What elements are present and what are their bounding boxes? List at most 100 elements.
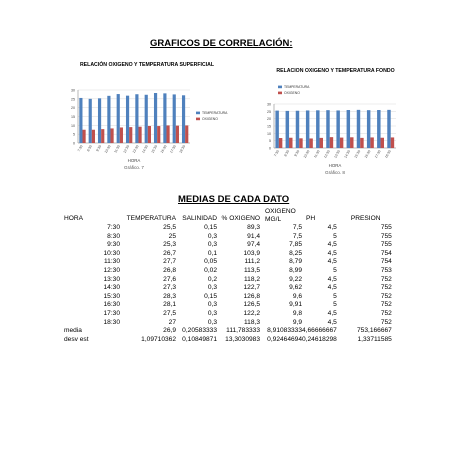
bar-temperatura-16:30 bbox=[163, 93, 167, 143]
bar-temperatura-13:30 bbox=[336, 110, 340, 148]
table-header-row: HORA TEMPERATURA SALINIDAD % OXIGENO OXI… bbox=[64, 208, 392, 224]
table-cell: 752 bbox=[380, 284, 392, 292]
table-cell: 0,1 bbox=[207, 249, 217, 257]
table-cell: 103,9 bbox=[243, 249, 260, 257]
table-cell: 0,3 bbox=[207, 284, 217, 292]
bar-oxigeno-17:30 bbox=[175, 125, 179, 143]
x-tick-label: 15:30 bbox=[354, 149, 362, 158]
y-tick-label: 30 bbox=[71, 89, 75, 93]
x-tick-label: 12:30 bbox=[323, 149, 331, 158]
table-cell: 755 bbox=[380, 224, 392, 231]
bar-oxigeno-16:30 bbox=[166, 125, 170, 143]
bar-temperatura-7:30 bbox=[79, 97, 83, 143]
table-cell: 0,05 bbox=[204, 258, 217, 266]
table-cell: 27,5 bbox=[163, 309, 176, 317]
chart-oxigeno-temperatura-superficial: RELACIÓN OXIGENO Y TEMPERATURA SUPERFICI… bbox=[58, 62, 236, 172]
header-oxigeno-mgl-line2: MG/L bbox=[265, 216, 282, 223]
table-cell: 0,24618298 bbox=[302, 335, 337, 343]
page-heading-medias: MEDIAS DE CADA DATO bbox=[178, 194, 290, 205]
table-cell: 9,6 bbox=[292, 292, 302, 300]
y-tick-label: 15 bbox=[267, 125, 271, 129]
header-ph: PH bbox=[306, 215, 316, 223]
table-cell: 11:30 bbox=[103, 258, 120, 266]
table-cell: 9,22 bbox=[289, 275, 302, 283]
x-tick-label: 13:30 bbox=[333, 149, 341, 158]
table-cell: 26,7 bbox=[163, 249, 176, 257]
x-tick-label: 9:30 bbox=[95, 144, 102, 152]
legend-label: OXIGENO bbox=[202, 117, 218, 121]
table-cell: 0,3 bbox=[207, 318, 217, 326]
x-tick-label: 10:30 bbox=[303, 149, 311, 158]
table-cell: 4,5 bbox=[327, 241, 337, 249]
table-cell: 26,8 bbox=[163, 266, 176, 274]
x-axis-label: HORA bbox=[329, 163, 342, 168]
bar-oxigeno-9:30 bbox=[299, 138, 303, 148]
table-cell: 25,5 bbox=[163, 224, 176, 231]
table-cell: 89,3 bbox=[247, 224, 260, 231]
table-cell: 0,10849871 bbox=[182, 335, 217, 343]
bar-temperatura-15:30 bbox=[356, 109, 361, 148]
bar-oxigeno-7:30 bbox=[82, 129, 86, 143]
bar-oxigeno-7:30 bbox=[278, 138, 283, 148]
bar-oxigeno-12:30 bbox=[329, 137, 334, 148]
table-row: 10:30 26,7 0,1 103,9 8,25 4,5 754 bbox=[64, 249, 392, 259]
bar-temperatura-16:30 bbox=[366, 110, 371, 148]
table-row: 9:30 25,3 0,3 97,4 7,85 4,5 755 bbox=[64, 241, 392, 250]
table-cell: 754 bbox=[380, 249, 392, 257]
x-tick-label: 18:30 bbox=[178, 144, 186, 153]
y-tick-label: 0 bbox=[73, 142, 75, 146]
table-row: 14:30 27,3 0,3 122,7 9,62 4,5 752 bbox=[64, 284, 392, 293]
legend-label: TEMPERATURA bbox=[284, 85, 310, 89]
bar-temperatura-17:30 bbox=[377, 110, 381, 148]
table-cell: 126,5 bbox=[243, 301, 260, 309]
y-tick-label: 25 bbox=[267, 110, 271, 114]
table-row: 15:30 28,3 0,15 126,8 9,6 5 752 bbox=[64, 292, 391, 302]
table-cell: 0,3 bbox=[207, 232, 217, 240]
table-cell: 122,2 bbox=[243, 309, 260, 317]
table-cell: 118,2 bbox=[243, 275, 260, 283]
table-cell: 753,166667 bbox=[357, 327, 392, 335]
table-cell: 0,92464694 bbox=[267, 335, 302, 343]
bar-temperatura-11:30 bbox=[116, 94, 120, 143]
y-tick-label: 10 bbox=[71, 124, 75, 128]
bar-oxigeno-8:30 bbox=[91, 129, 95, 143]
table-row: 8:30 25 0,3 91,4 7,5 5 755 bbox=[64, 233, 392, 242]
bar-oxigeno-18:30 bbox=[185, 125, 189, 143]
table-cell: 754 bbox=[380, 258, 392, 266]
bar-oxigeno-18:30 bbox=[390, 137, 395, 148]
x-tick-label: 16:30 bbox=[160, 144, 168, 153]
table-cell: 0,20583333 bbox=[182, 327, 217, 335]
table-cell: 7:30 bbox=[107, 224, 120, 231]
table-cell: 752 bbox=[380, 309, 392, 317]
legend-swatch bbox=[196, 111, 200, 115]
legend-label: TEMPERATURA bbox=[202, 111, 228, 115]
table-cell: 752 bbox=[380, 275, 392, 283]
bar-temperatura-7:30 bbox=[275, 110, 279, 148]
x-tick-label: 17:30 bbox=[374, 149, 382, 158]
x-tick-label: 15:30 bbox=[150, 144, 158, 153]
x-tick-label: 11:30 bbox=[313, 149, 321, 158]
bar-temperatura-18:30 bbox=[181, 95, 186, 143]
legend-swatch bbox=[278, 85, 282, 89]
bar-temperatura-13:30 bbox=[135, 94, 139, 143]
bar-oxigeno-14:30 bbox=[350, 137, 354, 148]
bar-temperatura-12:30 bbox=[125, 95, 130, 143]
chart-caption: Gráfico. 8 bbox=[325, 170, 345, 175]
chart-oxigeno-temperatura-fondo: RELACION OXIGENO Y TEMPERATURA FONDO 0 5 1… bbox=[248, 68, 423, 175]
x-tick-label: 14:30 bbox=[343, 149, 351, 158]
table-cell: 8:30 bbox=[107, 232, 120, 240]
chart-title: RELACIÓN OXIGENO Y TEMPERATURA SUPERFICI… bbox=[79, 62, 215, 68]
table-cell: 4,5 bbox=[327, 284, 337, 292]
table-cell: 122,7 bbox=[243, 284, 260, 292]
table-cell: 28,3 bbox=[163, 292, 176, 300]
page-heading-graficos: GRAFICOS DE CORRELACIÓN: bbox=[150, 38, 293, 49]
table-cell: 4,5 bbox=[327, 275, 337, 283]
x-tick-label: 16:30 bbox=[364, 149, 372, 158]
table-cell: 12:30 bbox=[103, 266, 120, 274]
table-cell: 4,5 bbox=[327, 249, 337, 257]
bar-temperatura-12:30 bbox=[326, 110, 330, 148]
x-tick-label: 14:30 bbox=[141, 144, 149, 153]
bar-temperatura-14:30 bbox=[346, 110, 351, 148]
chart-title: RELACION OXIGENO Y TEMPERATURA FONDO bbox=[276, 68, 395, 74]
header-hora: HORA bbox=[64, 215, 84, 223]
